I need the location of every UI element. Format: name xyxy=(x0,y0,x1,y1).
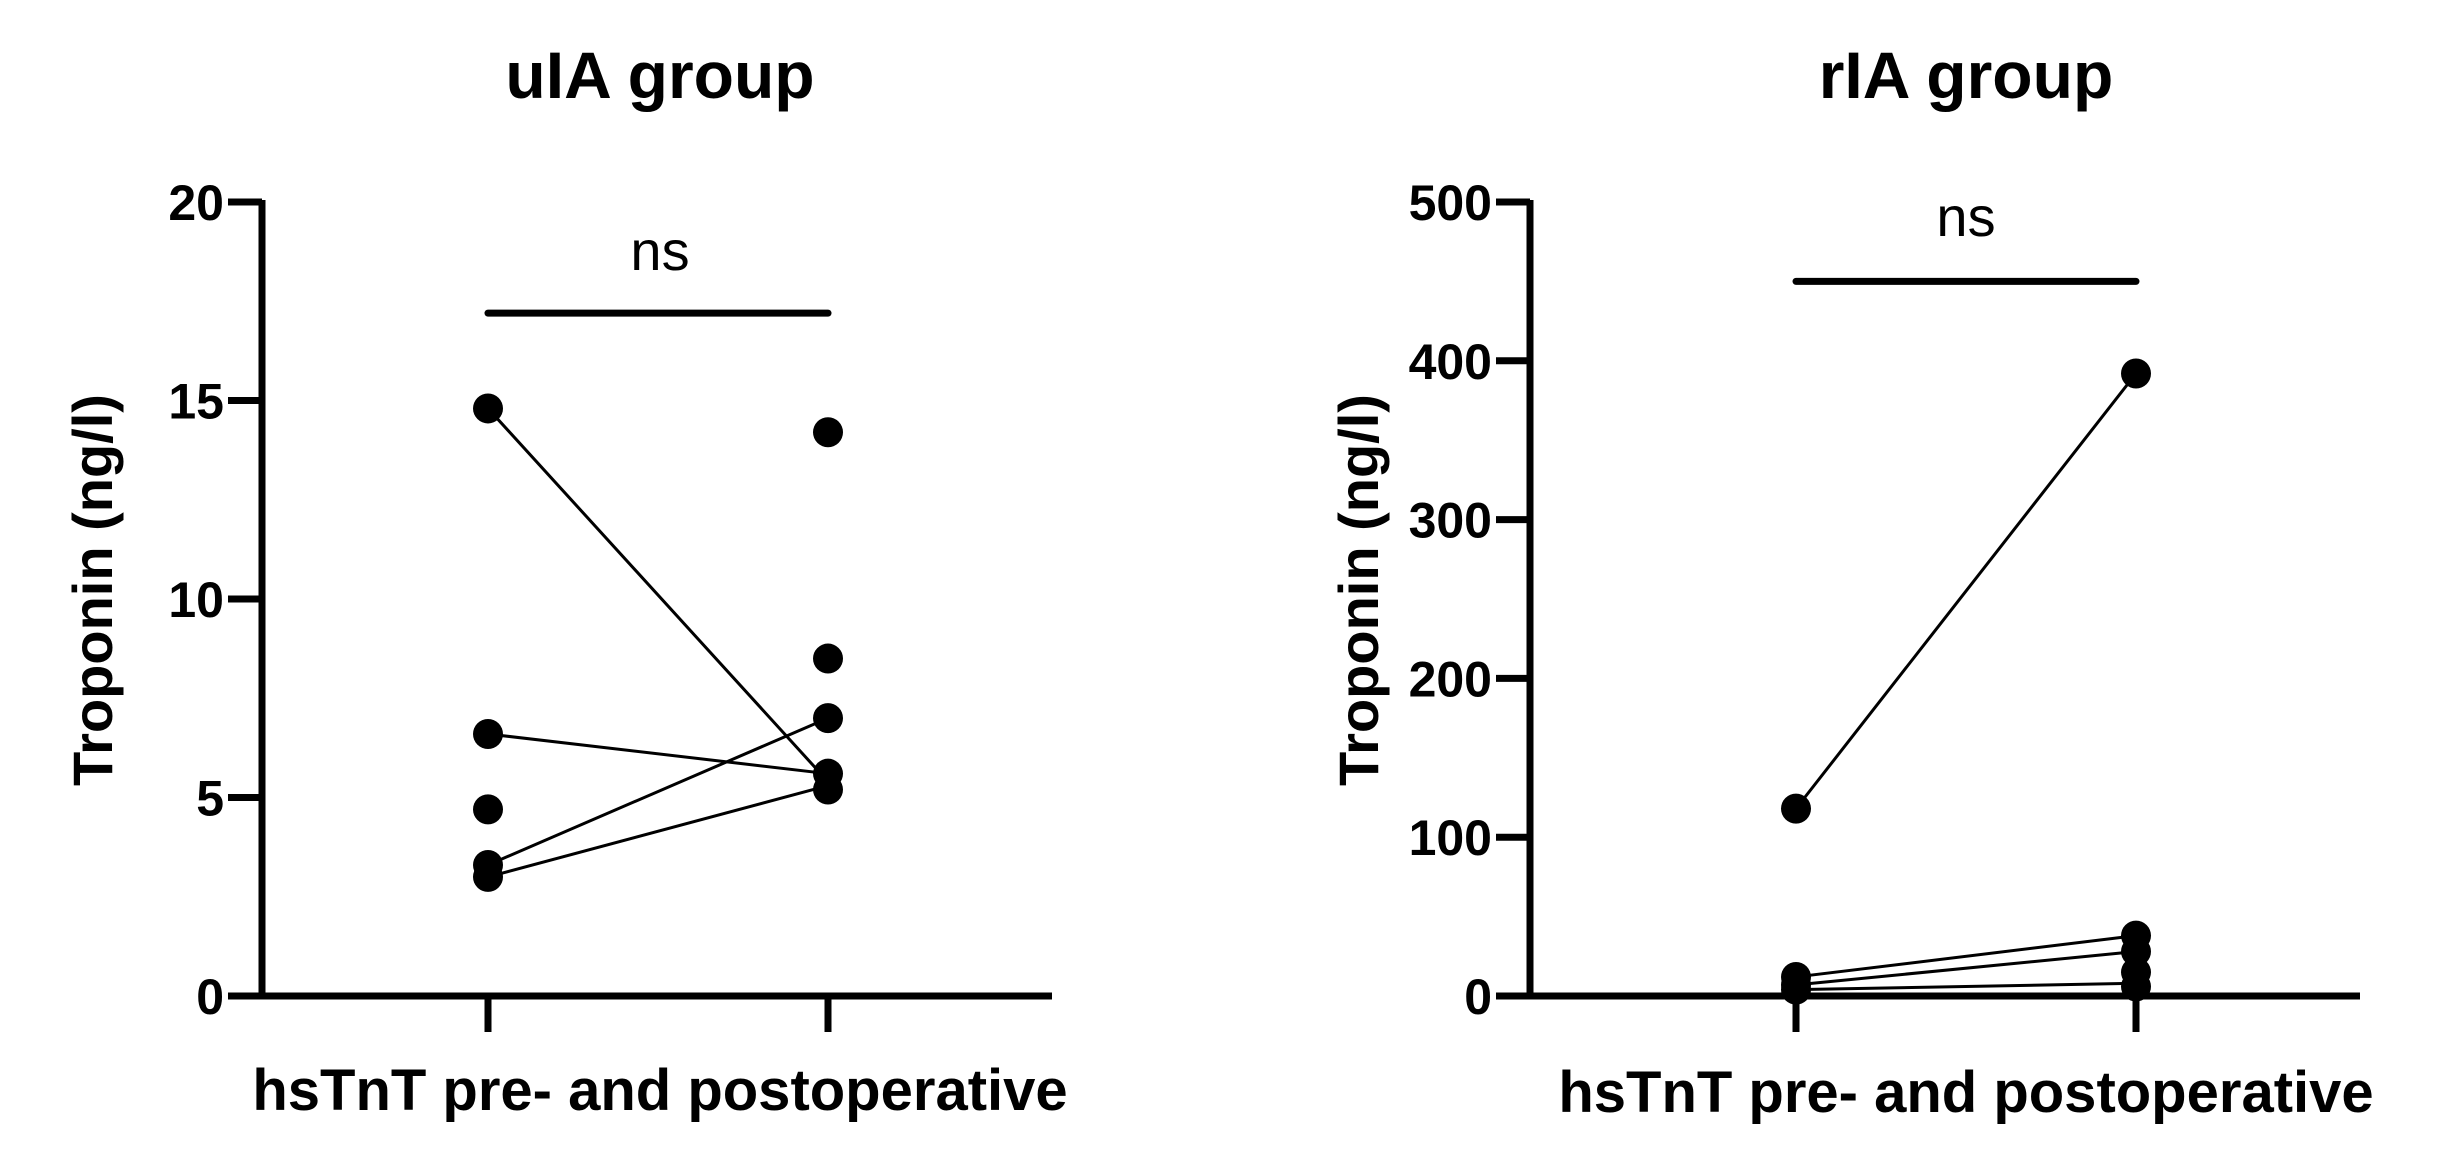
data-point-post xyxy=(2121,936,2151,967)
y-tick-label: 500 xyxy=(1409,175,1492,231)
y-tick-label: 200 xyxy=(1409,651,1492,707)
data-point-post xyxy=(2121,971,2151,1002)
data-point-post xyxy=(2121,358,2151,389)
y-tick-label: 300 xyxy=(1409,493,1492,549)
x-axis-label: hsTnT pre- and postoperative xyxy=(1558,1060,2373,1125)
y-tick-label: 400 xyxy=(1409,334,1492,390)
y-tick-label: 100 xyxy=(1409,810,1492,866)
data-point-post xyxy=(813,774,843,805)
pair-line xyxy=(487,732,829,776)
pair-line xyxy=(1794,372,2138,810)
data-point-pre xyxy=(473,794,503,825)
y-tick-label: 10 xyxy=(168,572,224,628)
significance-label: ns xyxy=(630,219,689,282)
x-axis-label: hsTnT pre- and postoperative xyxy=(252,1058,1067,1123)
panel-ria: rIA group Troponin (ng/l) hsTnT pre- and… xyxy=(1327,38,2374,1125)
data-point-pre xyxy=(473,718,503,749)
y-ticks: 0 5 10 15 20 xyxy=(168,175,1052,1032)
data-point-pre xyxy=(473,393,503,424)
data-point-post xyxy=(813,643,843,674)
data-point-pre xyxy=(473,861,503,892)
data-point-post xyxy=(813,703,843,734)
y-axis-label: Troponin (ng/l) xyxy=(1327,394,1390,786)
y-tick-label: 15 xyxy=(168,374,224,430)
significance-label: ns xyxy=(1936,185,1995,248)
y-tick-label: 0 xyxy=(196,969,224,1025)
data-point-pre xyxy=(1781,793,1811,824)
pair-line xyxy=(487,784,829,879)
panel-uia: uIA group Troponin (ng/l) hsTnT pre- and… xyxy=(61,38,1068,1123)
y-tick-label: 0 xyxy=(1464,969,1492,1025)
data-marks xyxy=(1781,277,2151,1005)
y-axis-label: Troponin (ng/l) xyxy=(61,394,124,786)
y-tick-label: 20 xyxy=(168,175,224,231)
chart-title: rIA group xyxy=(1819,38,2114,112)
data-marks xyxy=(473,309,843,892)
y-ticks: 0 100 200 300 400 500 xyxy=(1409,175,2360,1032)
pair-line xyxy=(1795,934,2137,979)
pair-line xyxy=(487,716,829,867)
y-tick-label: 5 xyxy=(196,771,224,827)
chart-title: uIA group xyxy=(505,38,814,112)
pair-line xyxy=(1795,950,2137,987)
pair-line xyxy=(486,407,830,783)
pair-line xyxy=(1795,981,2137,992)
data-point-post xyxy=(813,417,843,448)
data-point-pre xyxy=(1781,974,1811,1005)
